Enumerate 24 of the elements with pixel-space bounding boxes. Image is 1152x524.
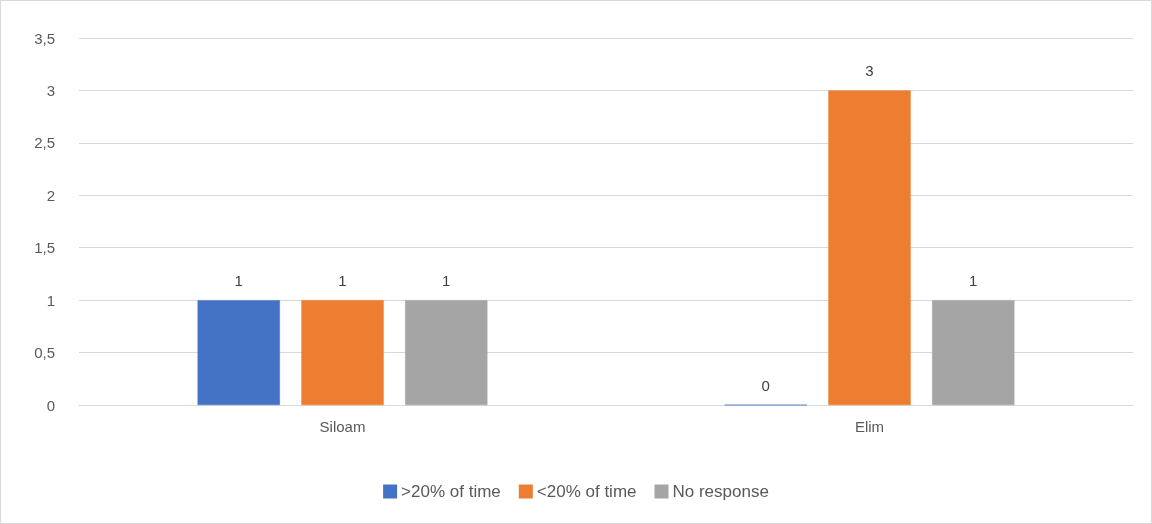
y-tick-label: 3: [46, 81, 55, 99]
y-tick-label: 0,5: [34, 344, 55, 362]
data-label: 1: [234, 272, 243, 290]
bar: [197, 300, 280, 405]
legend-label: No response: [672, 482, 769, 501]
data-label: 0: [761, 376, 770, 394]
y-tick-label: 2: [46, 186, 55, 204]
legend-label: >20% of time: [401, 482, 501, 501]
x-tick-label: Siloam: [319, 418, 366, 435]
y-tick-label: 1,5: [34, 239, 55, 257]
legend-label: <20% of time: [536, 482, 637, 501]
x-tick-label: Elim: [854, 418, 885, 435]
bar: [932, 300, 1015, 405]
data-label: 1: [442, 272, 451, 290]
data-label: 1: [969, 272, 978, 290]
y-tick-label: 3,5: [34, 29, 55, 47]
bar: [301, 300, 384, 405]
data-label: 1: [338, 272, 347, 290]
bar: [405, 300, 488, 405]
y-tick-label: 1: [46, 291, 55, 309]
y-tick-label: 2,5: [34, 134, 55, 152]
data-label: 3: [865, 62, 874, 80]
bar: [828, 90, 911, 405]
y-tick-label: 0: [46, 396, 55, 414]
